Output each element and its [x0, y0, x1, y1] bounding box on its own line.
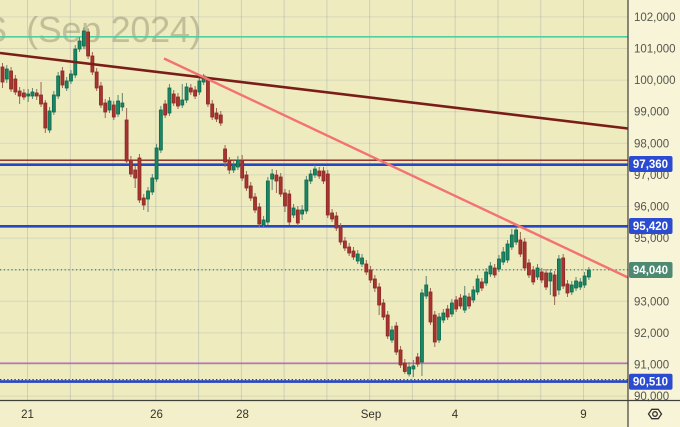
- svg-text:S (Sep 2024): S (Sep 2024): [0, 9, 201, 50]
- svg-text:101,000: 101,000: [634, 44, 676, 56]
- svg-text:99,000: 99,000: [634, 107, 669, 119]
- svg-text:95,000: 95,000: [634, 233, 669, 245]
- svg-text:94,040: 94,040: [633, 265, 668, 277]
- svg-text:95,420: 95,420: [633, 221, 668, 233]
- svg-text:102,000: 102,000: [634, 12, 676, 24]
- svg-text:90,000: 90,000: [634, 391, 669, 403]
- svg-text:90,510: 90,510: [633, 377, 668, 389]
- svg-text:98,000: 98,000: [634, 138, 669, 150]
- svg-text:Sep: Sep: [361, 409, 381, 421]
- svg-text:100,000: 100,000: [634, 75, 676, 87]
- svg-text:92,000: 92,000: [634, 328, 669, 340]
- svg-text:97,000: 97,000: [634, 170, 669, 182]
- svg-text:91,000: 91,000: [634, 360, 669, 372]
- svg-text:26: 26: [150, 409, 163, 421]
- svg-text:93,000: 93,000: [634, 296, 669, 308]
- svg-text:21: 21: [21, 409, 34, 421]
- svg-text:9: 9: [580, 409, 586, 421]
- svg-text:28: 28: [236, 409, 249, 421]
- svg-text:96,000: 96,000: [634, 202, 669, 214]
- svg-text:4: 4: [452, 409, 459, 421]
- svg-text:97,360: 97,360: [633, 159, 668, 171]
